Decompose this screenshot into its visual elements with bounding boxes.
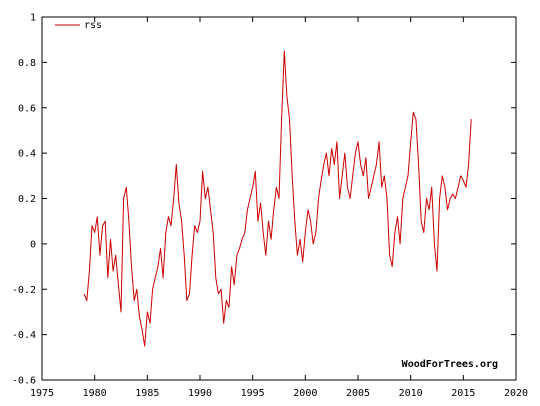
y-tick-label: 0.2 bbox=[18, 194, 36, 205]
y-tick-label: -0.2 bbox=[12, 285, 36, 296]
y-tick-label: 0.8 bbox=[18, 58, 36, 69]
y-tick-label: 0 bbox=[30, 239, 36, 250]
y-tick-label: 1 bbox=[30, 13, 36, 24]
legend-label-rss: rss bbox=[84, 20, 102, 31]
y-tick-label: -0.4 bbox=[12, 330, 36, 341]
y-tick-label: 0.4 bbox=[18, 149, 36, 160]
x-axis: 1975 1980 1985 1990 1995 2000 2005 2010 2015 2020 bbox=[30, 17, 528, 399]
x-tick-label: 2015 bbox=[451, 388, 475, 399]
x-tick-label: 1985 bbox=[135, 388, 159, 399]
y-tick-label: 0.6 bbox=[18, 103, 36, 114]
legend: rss bbox=[55, 20, 102, 31]
series-layer bbox=[83, 50, 472, 347]
watermark: WoodForTrees.org bbox=[402, 359, 498, 370]
x-tick-label: 2020 bbox=[504, 388, 528, 399]
x-tick-label: 1975 bbox=[30, 388, 54, 399]
x-tick-label: 1995 bbox=[241, 388, 265, 399]
y-tick-label: -0.6 bbox=[12, 376, 36, 387]
x-tick-label: 2005 bbox=[346, 388, 370, 399]
x-tick-label: 1990 bbox=[188, 388, 212, 399]
x-tick-label: 1980 bbox=[83, 388, 107, 399]
y-axis: -0.6 -0.4 -0.2 0 0.2 0.4 0.6 0.8 1 bbox=[12, 13, 516, 387]
x-tick-label: 2000 bbox=[293, 388, 317, 399]
series-line-rss bbox=[83, 50, 472, 347]
x-tick-label: 2010 bbox=[399, 388, 423, 399]
